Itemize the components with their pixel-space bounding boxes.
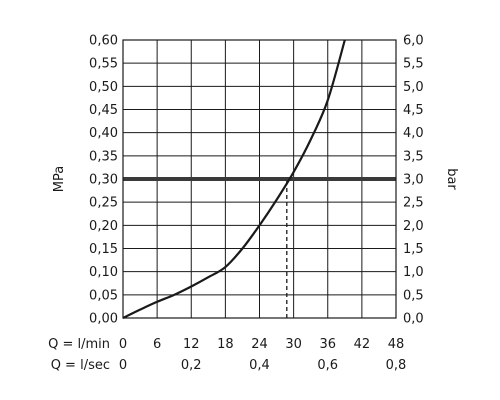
right-y-tick-labels: 0,0 0,5 1,0 1,5 2,0 2,5 3,0 3,5 4,0 4,5 5,0 5,5 6,0 [403,34,424,327]
x-tick-labels-lmin: 0 6 12 18 24 30 36 42 48 [119,337,404,352]
y-tick-label-right: 6,0 [403,34,424,49]
y-tick-label-left: 0,00 [89,312,118,327]
y-axis-label-left: MPa [52,166,67,192]
x-tick-label-lmin: 48 [388,337,405,352]
pressure-curve [122,39,346,319]
y-tick-label-left: 0,50 [89,80,118,95]
x-tick-label-lsec: 0 [119,358,127,373]
y-tick-label-right: 4,5 [403,103,424,118]
x-tick-label-lmin: 18 [217,337,234,352]
y-tick-label-right: 5,0 [403,80,424,95]
y-tick-label-left: 0,40 [89,126,118,141]
x-tick-labels-lsec: 0 0,2 0,4 0,6 0,8 [119,358,406,373]
x-tick-label-lsec: 0,8 [386,358,407,373]
y-tick-label-left: 0,35 [89,149,118,164]
y-tick-label-left: 0,10 [89,265,118,280]
x-tick-label-lsec: 0,2 [181,358,202,373]
y-tick-label-right: 1,5 [403,242,424,257]
y-tick-label-right: 0,5 [403,288,424,303]
y-tick-label-left: 0,30 [89,173,118,188]
y-tick-label-left: 0,55 [89,57,118,72]
y-axis-label-right: bar [444,168,459,190]
x-axis-label-lmin: Q = l/min [48,337,110,352]
x-tick-label-lmin: 24 [251,337,268,352]
y-tick-label-left: 0,15 [89,242,118,257]
x-tick-label-lmin: 0 [119,337,127,352]
y-tick-label-right: 4,0 [403,126,424,141]
y-tick-label-right: 3,0 [403,173,424,188]
x-axis-label-lsec: Q = l/sec [51,358,110,373]
left-y-tick-labels: 0,00 0,05 0,10 0,15 0,20 0,25 0,30 0,35 0,40 0,45… [89,34,118,327]
y-tick-label-right: 2,5 [403,196,424,211]
y-tick-label-left: 0,45 [89,103,118,118]
y-tick-label-right: 5,5 [403,57,424,72]
y-tick-label-right: 1,0 [403,265,424,280]
x-tick-label-lsec: 0,6 [317,358,338,373]
y-tick-label-right: 3,5 [403,149,424,164]
x-tick-label-lmin: 6 [153,337,161,352]
y-tick-label-right: 2,0 [403,219,424,234]
y-tick-label-left: 0,25 [89,196,118,211]
x-tick-label-lsec: 0,4 [249,358,270,373]
y-tick-label-left: 0,60 [89,34,118,49]
y-tick-label-left: 0,05 [89,288,118,303]
y-tick-label-right: 0,0 [403,312,424,327]
plot-frame [122,39,397,319]
x-tick-label-lmin: 36 [319,337,336,352]
x-tick-label-lmin: 42 [354,337,371,352]
x-tick-label-lmin: 30 [285,337,302,352]
y-tick-label-left: 0,20 [89,219,118,234]
x-tick-label-lmin: 12 [183,337,200,352]
